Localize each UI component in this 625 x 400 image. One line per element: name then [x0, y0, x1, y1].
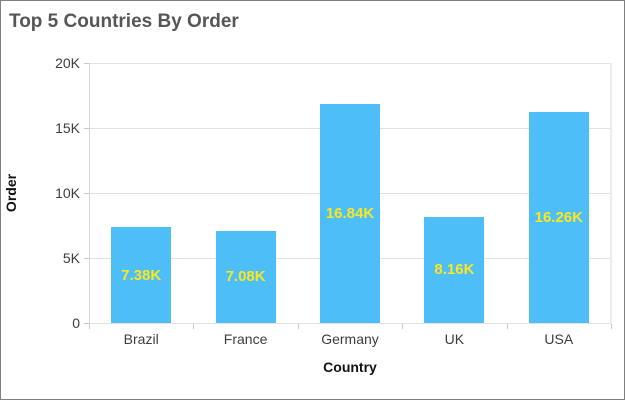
- y-tick-label: 0: [72, 315, 80, 331]
- y-gridline: [89, 63, 611, 64]
- y-axis-tick: [84, 323, 89, 324]
- plot-right-border: [610, 63, 612, 323]
- y-axis-tick: [84, 258, 89, 259]
- x-axis-tick: [297, 324, 299, 329]
- y-tick-label: 15K: [55, 120, 80, 136]
- y-axis-line: [89, 63, 90, 324]
- bar-usa[interactable]: 16.26K: [528, 111, 589, 323]
- x-axis-tick: [193, 324, 195, 329]
- bar-brazil[interactable]: 7.38K: [111, 227, 172, 323]
- bar-uk[interactable]: 8.16K: [424, 216, 485, 323]
- y-axis-tick: [84, 128, 89, 129]
- x-tick-label: France: [223, 331, 268, 347]
- bar-value-label: 7.38K: [121, 266, 162, 284]
- bar-value-label: 16.26K: [534, 208, 583, 226]
- y-tick-label: 5K: [62, 250, 80, 266]
- x-tick-label: UK: [444, 331, 465, 347]
- bar-value-label: 7.08K: [225, 268, 266, 286]
- x-tick-label: USA: [544, 331, 574, 347]
- y-axis-tick: [84, 193, 89, 194]
- y-tick-label: 20K: [55, 55, 80, 71]
- bar-value-label: 8.16K: [434, 261, 475, 279]
- x-axis-tick: [611, 324, 612, 329]
- bar-germany[interactable]: 16.84K: [320, 104, 380, 323]
- chart-title: Top 5 Countries By Order: [9, 11, 239, 32]
- x-axis-tick: [402, 324, 404, 329]
- y-axis-title-text: Order: [3, 173, 19, 213]
- y-tick-label: 10K: [55, 185, 80, 201]
- y-axis-tick: [84, 63, 89, 64]
- bar-france[interactable]: 7.08K: [215, 230, 276, 323]
- x-tick-label: Germany: [321, 331, 379, 347]
- x-axis-title: Country: [323, 359, 377, 375]
- x-tick-label: Brazil: [123, 331, 159, 347]
- bar-value-label: 16.84K: [325, 205, 375, 223]
- y-gridline: [89, 323, 611, 324]
- x-axis-tick: [89, 324, 90, 329]
- x-axis-tick: [506, 324, 508, 329]
